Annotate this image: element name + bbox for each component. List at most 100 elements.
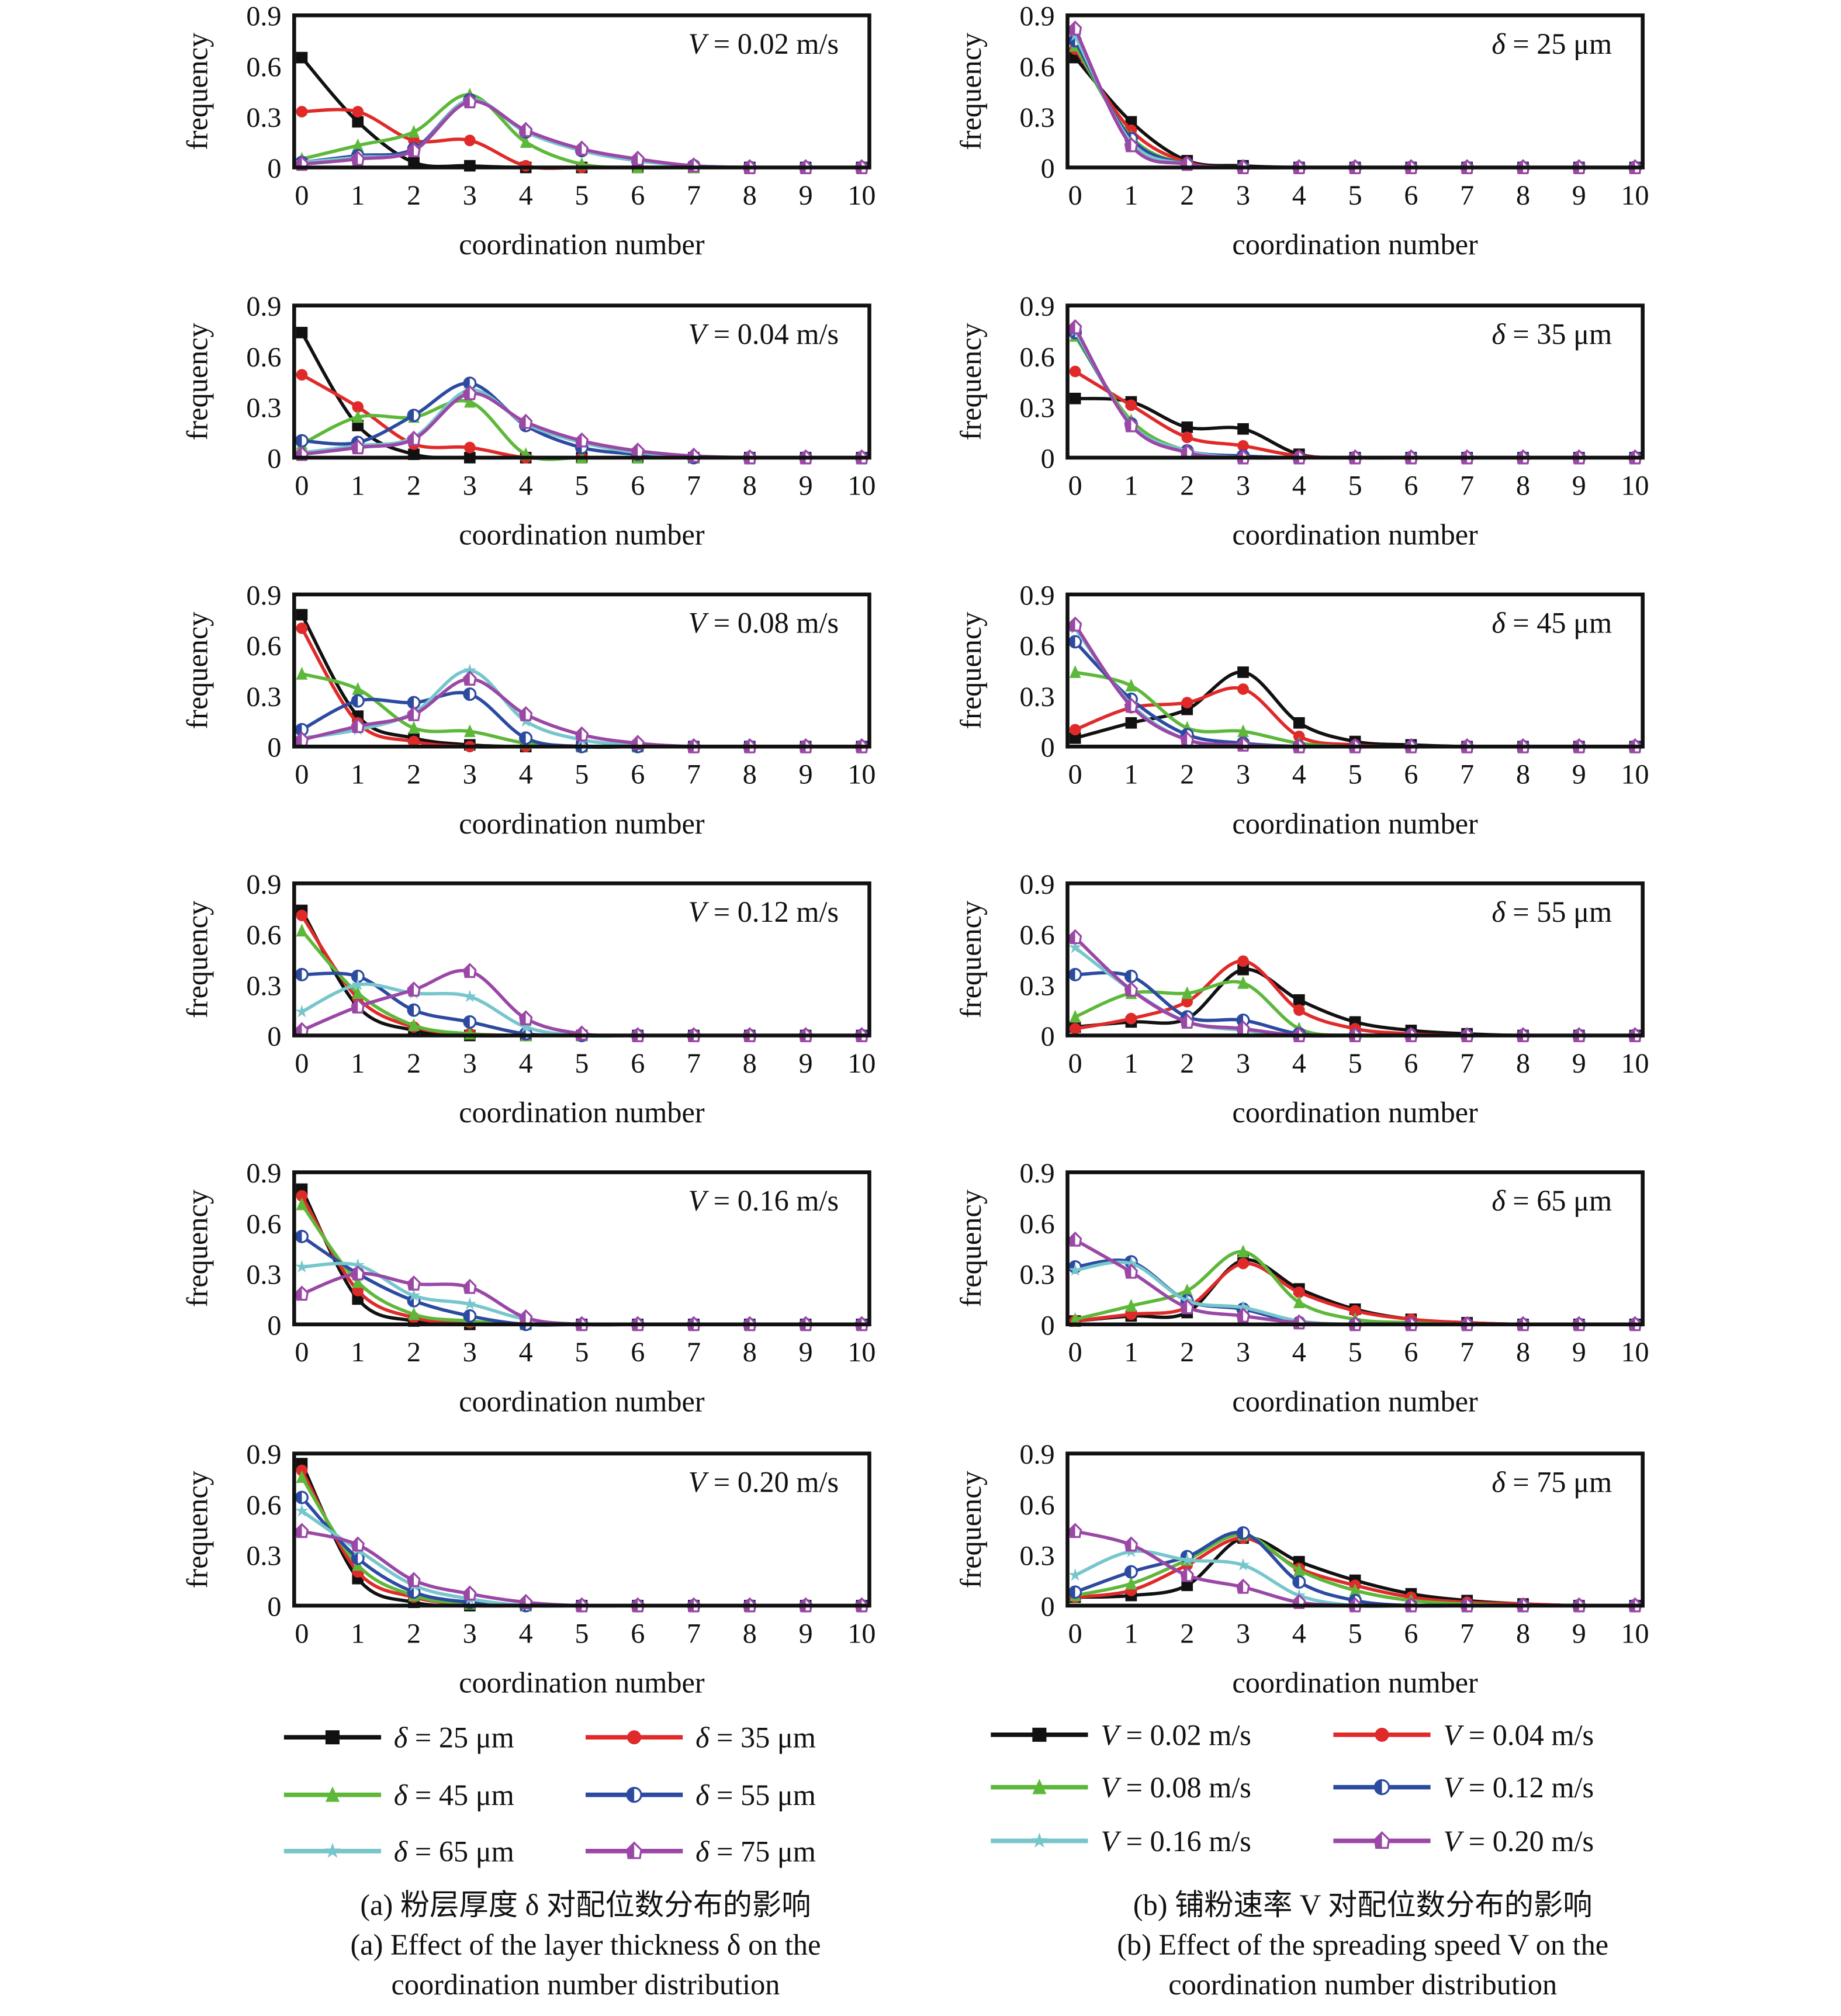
panel-label-symbol: δ	[1492, 895, 1506, 928]
half-filled-diamond-marker	[1124, 697, 1138, 713]
x-tick-label: 8	[743, 1337, 757, 1368]
half-filled-diamond-marker	[407, 1275, 421, 1291]
y-tick-label: 0	[267, 1021, 281, 1052]
x-tick-label: 3	[1236, 470, 1250, 501]
x-tick-label: 1	[1124, 470, 1138, 501]
y-tick-label: 0	[1041, 1591, 1055, 1622]
legend-text: = 0.08 m/s	[1119, 1771, 1251, 1804]
marker-fill	[296, 1287, 302, 1300]
x-tick-label: 0	[1068, 1337, 1082, 1368]
y-tick-label: 0.9	[246, 869, 281, 900]
y-tick-label: 0.3	[1020, 102, 1055, 133]
x-tick-label: 3	[1236, 180, 1250, 211]
x-tick-label: 4	[1292, 759, 1306, 790]
marker-fill	[296, 1023, 302, 1036]
x-tick-label: 9	[799, 470, 813, 501]
half-filled-circle-marker	[1124, 1565, 1138, 1579]
panel-label: δ = 65 μm	[1492, 1184, 1612, 1217]
plot-frame	[1065, 592, 1645, 749]
panel-label-symbol: V	[688, 317, 710, 350]
x-tick-label: 4	[519, 1618, 533, 1649]
y-tick-label: 0.9	[246, 580, 281, 611]
marker-fill	[408, 409, 414, 421]
x-tick-label: 2	[407, 759, 421, 790]
star-marker	[463, 990, 477, 1002]
plot-frame	[1065, 303, 1645, 460]
panel-label-symbol: δ	[1492, 607, 1506, 639]
legend-item: V = 0.02 m/s	[991, 1718, 1251, 1751]
marker-fill	[408, 1277, 414, 1290]
legend-label: δ = 45 μm	[394, 1779, 514, 1811]
half-filled-diamond-marker	[351, 1536, 365, 1552]
square-marker	[352, 116, 364, 128]
x-tick-label: 7	[687, 1048, 701, 1079]
panel-label: δ = 75 μm	[1492, 1465, 1612, 1498]
square-marker	[296, 51, 308, 64]
x-tick-label: 1	[351, 1618, 365, 1649]
x-tick-label: 0	[295, 1618, 309, 1649]
y-tick-label: 0	[267, 732, 281, 763]
marker-fill	[1181, 732, 1188, 746]
plot-frame	[1065, 1451, 1645, 1608]
x-tick-label: 1	[1124, 1337, 1138, 1368]
x-tick-label: 10	[847, 1048, 875, 1079]
panel-label-symbol: δ	[1492, 1465, 1506, 1498]
captions: (a) 粉层厚度 δ 对配位数分布的影响 (a) Effect of the la…	[351, 1889, 1609, 2001]
triangle-marker	[352, 682, 364, 695]
x-tick-label: 8	[743, 470, 757, 501]
marker-fill	[352, 1000, 358, 1013]
square-marker	[325, 1730, 340, 1745]
circle-marker	[1069, 724, 1081, 736]
marker-fill	[1375, 1832, 1382, 1848]
plot-frame	[292, 1451, 871, 1608]
triangle-marker	[352, 986, 364, 1000]
star-marker	[351, 977, 365, 991]
legend-text: = 65 μm	[407, 1835, 514, 1868]
x-tick-label: 4	[1292, 180, 1306, 211]
x-tick-label: 2	[407, 1048, 421, 1079]
legend-item: δ = 35 μm	[585, 1721, 816, 1754]
panel-label-symbol: δ	[1492, 1184, 1506, 1217]
legend-text: = 0.04 m/s	[1461, 1718, 1594, 1751]
marker-fill	[1237, 1021, 1244, 1035]
x-tick-label: 6	[631, 180, 645, 211]
marker-fill	[1125, 138, 1131, 151]
series-blue	[295, 376, 868, 465]
x-tick-label: 7	[687, 470, 701, 501]
legend-label: V = 0.16 m/s	[1101, 1825, 1251, 1858]
legend-item: δ = 75 μm	[585, 1835, 816, 1868]
half-filled-diamond-marker	[463, 385, 477, 400]
marker-fill	[352, 719, 358, 732]
triangle-marker	[296, 924, 308, 937]
half-filled-diamond-marker	[519, 1309, 533, 1325]
panel-label-value: = 25 μm	[1506, 27, 1612, 60]
series-green	[296, 88, 868, 174]
marker-fill	[463, 672, 470, 685]
square-marker	[296, 608, 308, 621]
circle-marker	[1375, 1727, 1389, 1742]
half-filled-diamond-marker	[519, 413, 533, 429]
chart-panel-a-6: 0 0.3 0.6 0.9 0 1 2 3 4 5 6 7 8 9 10 coordination numbe…	[181, 1439, 876, 1699]
half-filled-diamond-marker	[407, 981, 421, 997]
triangle-marker	[408, 721, 420, 734]
chart-panel-a-5: 0 0.3 0.6 0.9 0 1 2 3 4 5 6 7 8 9 10 coordination numbe…	[181, 1158, 876, 1417]
panel-label-symbol: V	[688, 27, 710, 60]
panel-label-value: = 75 μm	[1506, 1465, 1612, 1498]
half-filled-circle-marker	[1068, 967, 1082, 981]
x-tick-label: 9	[799, 1337, 813, 1368]
half-filled-diamond-marker	[407, 142, 421, 158]
triangle-marker	[296, 1470, 308, 1484]
x-tick-label: 1	[1124, 759, 1138, 790]
half-filled-diamond-marker	[463, 963, 477, 978]
marker-fill	[296, 1524, 302, 1537]
panel-label-value: = 45 μm	[1506, 607, 1612, 639]
half-filled-diamond-marker	[1180, 1567, 1194, 1582]
square-marker	[1069, 392, 1081, 404]
half-filled-diamond-marker	[463, 1585, 477, 1601]
marker-fill	[1125, 1265, 1131, 1278]
x-tick-label: 8	[1516, 180, 1530, 211]
series-blue	[1068, 635, 1642, 753]
x-tick-label: 3	[463, 1048, 477, 1079]
legend-symbol: V	[1444, 1718, 1465, 1751]
x-tick-label: 7	[687, 1337, 701, 1368]
